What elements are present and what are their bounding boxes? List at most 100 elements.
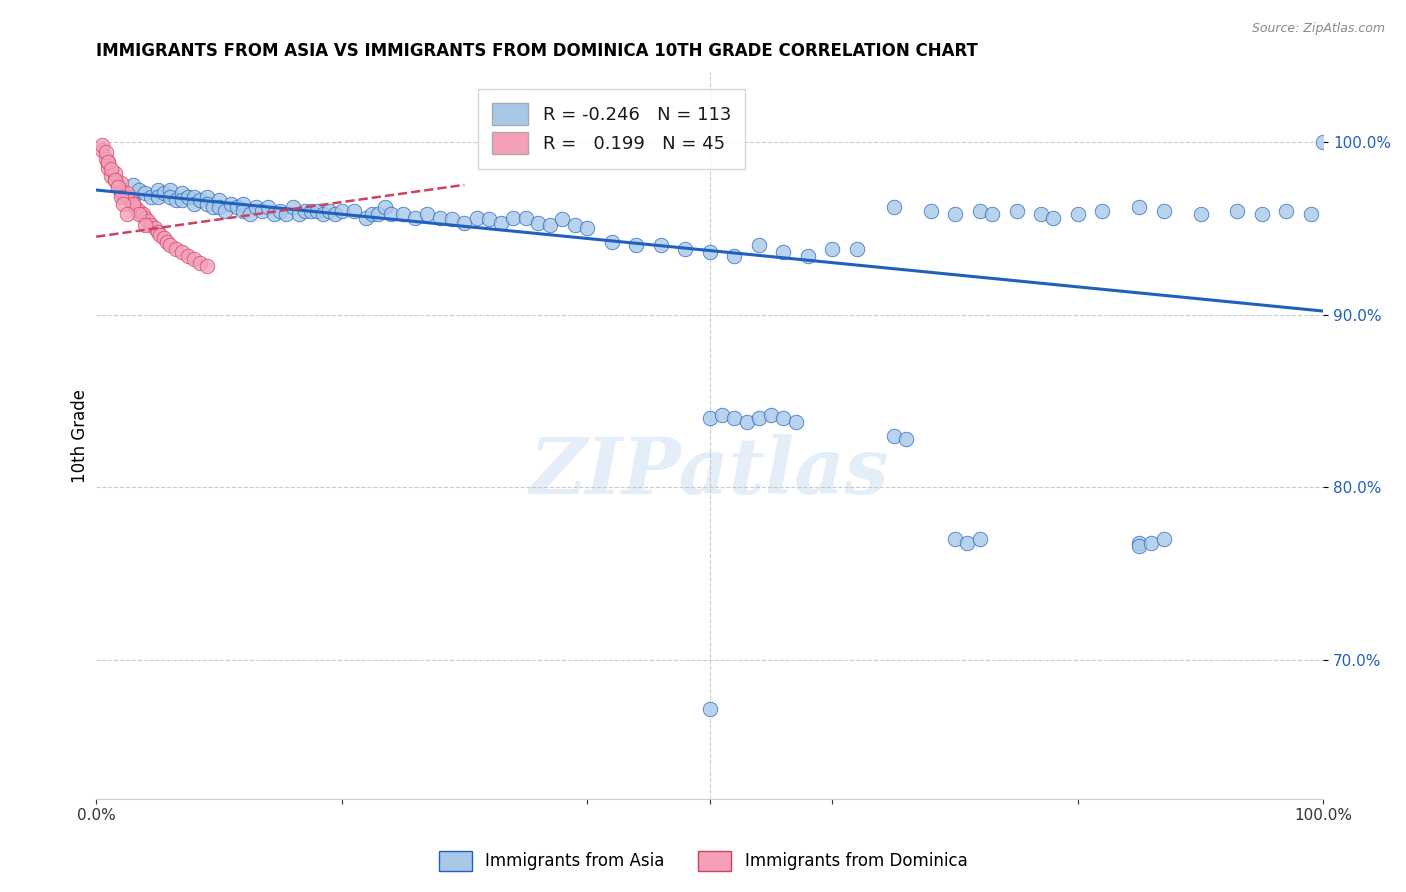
Point [723, 249, 745, 263]
Point [392, 207, 415, 221]
Point [354, 211, 377, 225]
Point [183, 252, 205, 267]
Point [956, 536, 979, 550]
Point [367, 207, 389, 221]
Point [146, 225, 169, 239]
Point [1128, 536, 1150, 550]
Point [735, 415, 758, 429]
Point [136, 214, 159, 228]
Point [141, 218, 163, 232]
Point [1299, 207, 1322, 221]
Point [1005, 203, 1028, 218]
Point [287, 207, 309, 221]
Text: IMMIGRANTS FROM ASIA VS IMMIGRANTS FROM DOMINICA 10TH GRADE CORRELATION CHART: IMMIGRANTS FROM ASIA VS IMMIGRANTS FROM … [96, 42, 979, 60]
Point [134, 186, 156, 201]
Point [107, 178, 129, 192]
Point [112, 197, 135, 211]
Y-axis label: 10th Grade: 10th Grade [72, 389, 89, 483]
Point [195, 197, 218, 211]
Point [94, 152, 117, 166]
Point [110, 190, 132, 204]
Point [219, 197, 242, 211]
Point [1189, 207, 1212, 221]
Point [318, 203, 340, 218]
Point [772, 411, 794, 425]
Point [846, 242, 869, 256]
Point [748, 238, 770, 252]
Point [785, 415, 807, 429]
Point [883, 200, 905, 214]
Point [330, 203, 353, 218]
Point [343, 203, 366, 218]
Point [134, 218, 156, 232]
Point [124, 200, 146, 214]
Point [748, 411, 770, 425]
Point [104, 172, 127, 186]
Point [128, 203, 150, 218]
Legend: R = -0.246   N = 113, R =   0.199   N = 45: R = -0.246 N = 113, R = 0.199 N = 45 [478, 88, 745, 169]
Point [159, 190, 181, 204]
Point [821, 242, 844, 256]
Point [920, 203, 942, 218]
Point [110, 183, 132, 197]
Point [159, 238, 181, 252]
Point [281, 200, 304, 214]
Point [416, 207, 439, 221]
Point [1153, 203, 1175, 218]
Point [143, 221, 166, 235]
Point [201, 200, 224, 214]
Point [214, 203, 236, 218]
Point [883, 428, 905, 442]
Point [156, 235, 179, 249]
Point [97, 161, 120, 175]
Point [115, 186, 138, 201]
Point [152, 231, 174, 245]
Point [453, 216, 475, 230]
Point [429, 211, 451, 225]
Point [1128, 539, 1150, 553]
Point [97, 155, 120, 169]
Point [489, 216, 512, 230]
Point [172, 194, 194, 208]
Point [1067, 207, 1090, 221]
Point [276, 207, 298, 221]
Point [149, 227, 172, 242]
Point [146, 183, 169, 197]
Point [404, 211, 426, 225]
Point [380, 207, 402, 221]
Point [183, 197, 205, 211]
Point [538, 218, 561, 232]
Point [269, 203, 291, 218]
Point [122, 190, 145, 204]
Point [299, 203, 322, 218]
Point [97, 155, 120, 169]
Point [195, 259, 218, 273]
Point [159, 183, 181, 197]
Point [141, 190, 163, 204]
Point [134, 211, 156, 225]
Point [100, 169, 122, 184]
Point [1091, 203, 1114, 218]
Point [232, 197, 254, 211]
Point [165, 194, 187, 208]
Point [104, 172, 127, 186]
Point [576, 221, 599, 235]
Point [122, 197, 145, 211]
Point [699, 245, 721, 260]
Point [478, 212, 501, 227]
Point [122, 178, 145, 192]
Point [325, 207, 347, 221]
Point [100, 162, 122, 177]
Point [172, 245, 194, 260]
Point [650, 238, 672, 252]
Point [107, 179, 129, 194]
Point [441, 212, 464, 227]
Point [208, 194, 231, 208]
Point [312, 207, 335, 221]
Point [374, 200, 396, 214]
Point [91, 143, 114, 157]
Point [104, 166, 127, 180]
Point [190, 194, 212, 208]
Point [250, 203, 273, 218]
Point [969, 533, 991, 547]
